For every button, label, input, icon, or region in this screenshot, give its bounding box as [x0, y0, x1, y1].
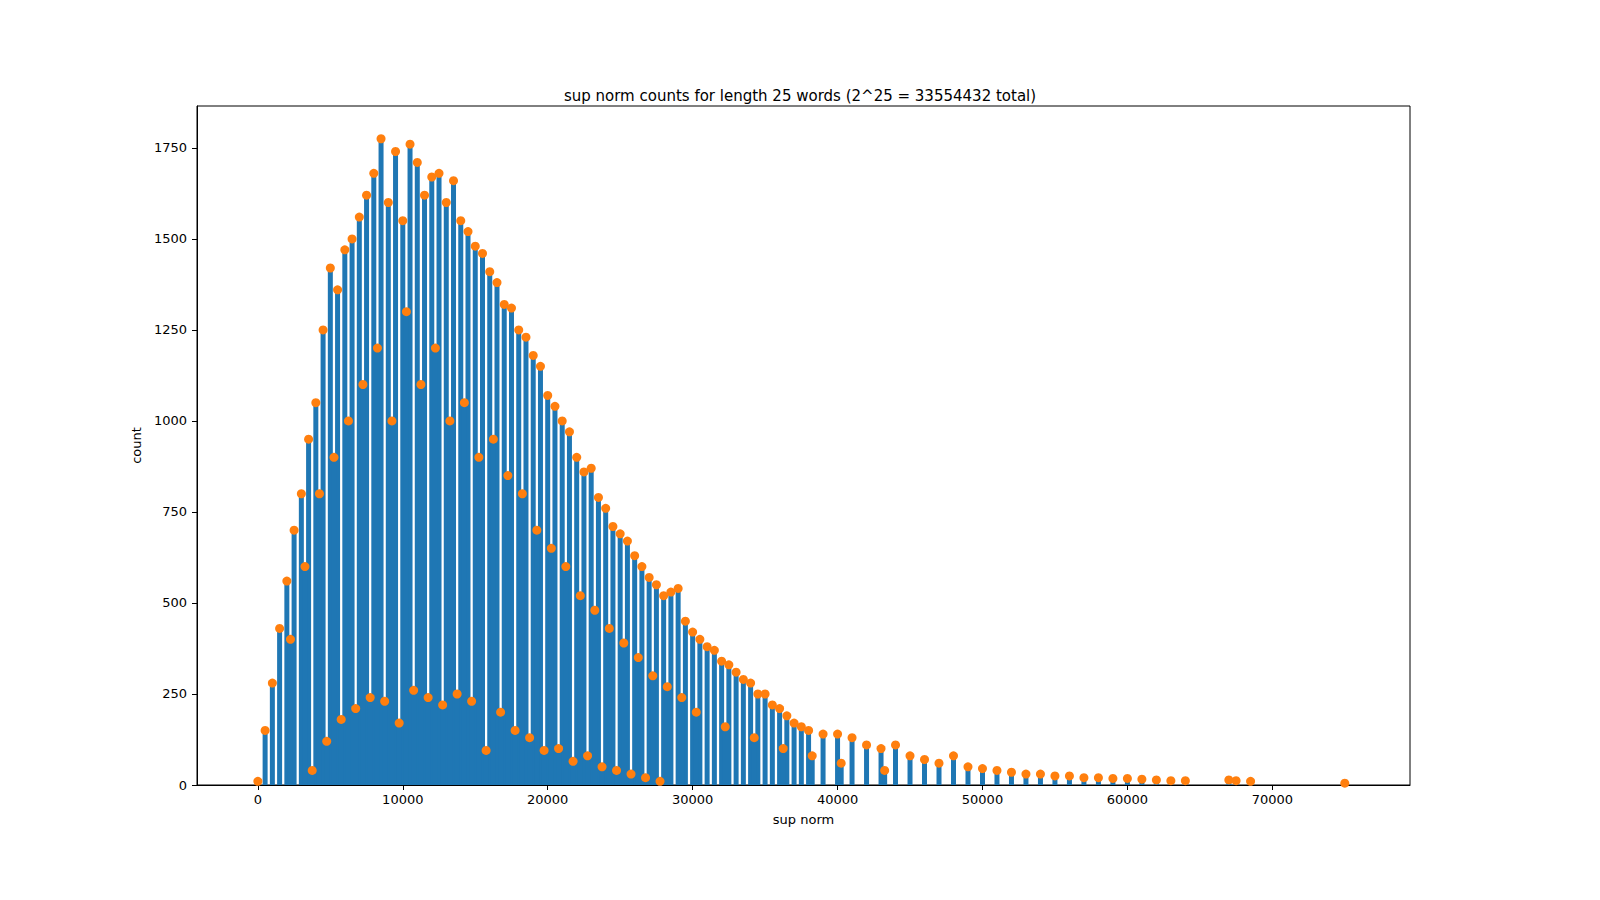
svg-text:sup norm counts for length 25: sup norm counts for length 25 words (2^2…	[564, 87, 1036, 105]
svg-text:60000: 60000	[1107, 792, 1148, 807]
svg-text:20000: 20000	[527, 792, 568, 807]
svg-text:30000: 30000	[672, 792, 713, 807]
svg-text:50000: 50000	[962, 792, 1003, 807]
svg-text:1000: 1000	[154, 413, 187, 428]
svg-text:10000: 10000	[382, 792, 423, 807]
svg-text:250: 250	[162, 686, 187, 701]
svg-text:1500: 1500	[154, 231, 187, 246]
svg-text:count: count	[129, 427, 144, 464]
svg-text:0: 0	[179, 778, 187, 793]
svg-text:1750: 1750	[154, 140, 187, 155]
svg-text:500: 500	[162, 595, 187, 610]
svg-text:sup norm: sup norm	[773, 812, 834, 827]
svg-text:750: 750	[162, 504, 187, 519]
svg-text:0: 0	[254, 792, 262, 807]
svg-text:40000: 40000	[817, 792, 858, 807]
svg-text:70000: 70000	[1252, 792, 1293, 807]
svg-text:1250: 1250	[154, 322, 187, 337]
